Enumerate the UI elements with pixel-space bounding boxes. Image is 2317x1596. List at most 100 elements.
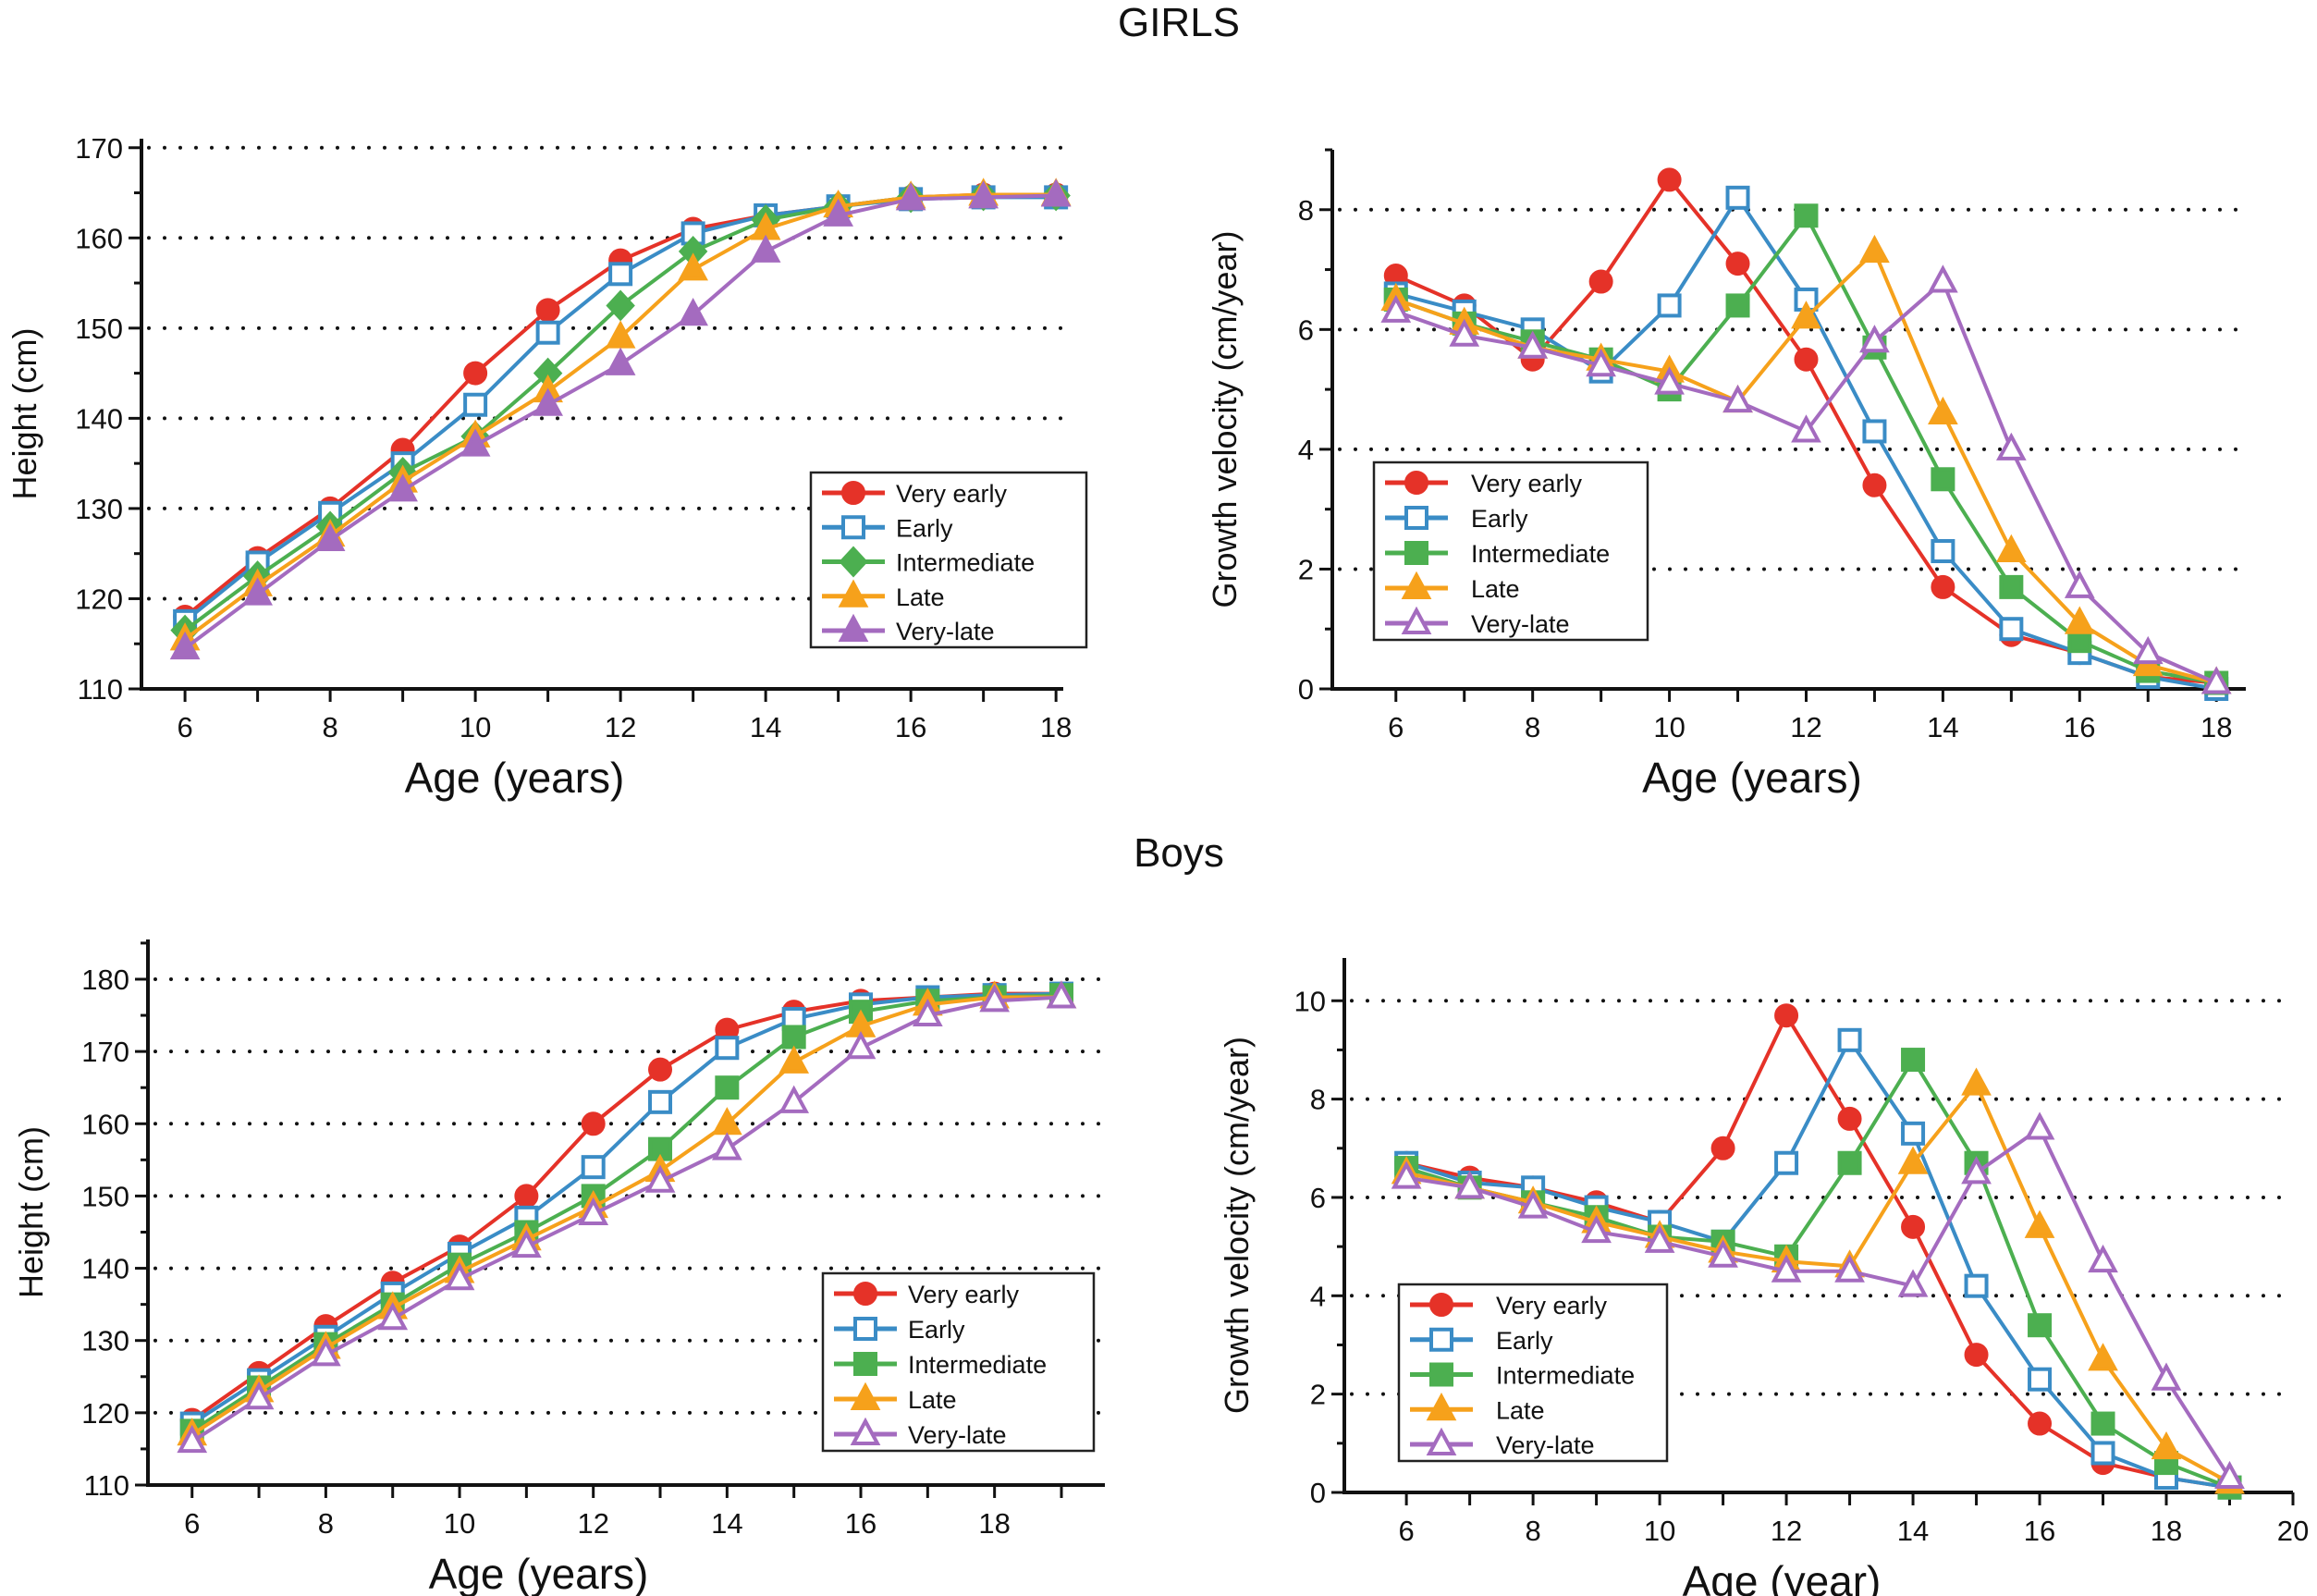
legend-marker xyxy=(839,546,868,578)
data-point xyxy=(1654,366,1685,395)
y-tick-label: 170 xyxy=(81,1036,129,1068)
data-point xyxy=(1931,539,1955,564)
data-point xyxy=(1859,234,1890,264)
data-point xyxy=(1449,318,1480,347)
data-point xyxy=(2024,1111,2055,1140)
y-tick-label: 140 xyxy=(81,1253,129,1285)
x-tick-label: 8 xyxy=(318,1507,334,1540)
legend-marker xyxy=(838,613,869,642)
data-point xyxy=(2090,1411,2115,1436)
data-point xyxy=(377,1302,409,1331)
legend-label: Late xyxy=(1471,575,1520,603)
data-point xyxy=(644,1164,676,1193)
data-point xyxy=(968,180,999,209)
data-point xyxy=(1725,293,1750,318)
data-point xyxy=(750,234,781,263)
legend-label: Early xyxy=(1471,505,1528,533)
data-point xyxy=(1999,574,2024,599)
legend: Very early Early Intermediate Late Very-late xyxy=(821,1271,1096,1453)
data-point xyxy=(845,1031,877,1060)
data-point xyxy=(2090,1441,2115,1466)
data-point xyxy=(460,428,491,457)
data-point xyxy=(648,1089,673,1114)
legend-marker xyxy=(1401,571,1432,599)
girls-section-title: GIRLS xyxy=(1117,0,1241,45)
x-tick-label: 16 xyxy=(2064,711,2095,743)
x-tick-label: 10 xyxy=(460,711,491,743)
legend: Very early Early Intermediate Late Very-late xyxy=(1397,1283,1669,1463)
data-point xyxy=(535,298,560,323)
boys-section-title: Boys xyxy=(1134,830,1224,876)
x-tick-label: 20 xyxy=(2277,1515,2309,1547)
y-tick-label: 0 xyxy=(1298,673,1314,706)
legend-label: Very-late xyxy=(1471,610,1570,638)
legend-marker xyxy=(1401,606,1432,634)
data-point xyxy=(1725,185,1750,210)
x-tick-label: 10 xyxy=(444,1507,475,1540)
x-tick-label: 14 xyxy=(711,1507,742,1540)
legend: Very early Early Intermediate Late Very-late xyxy=(1372,460,1649,642)
chart-1: 110 120 130 140 150 160 170 6 8 10 12 14 16 18 Age (ye… xyxy=(6,132,1088,802)
y-tick-label: 110 xyxy=(78,673,123,706)
data-point xyxy=(1837,1150,1862,1175)
y-tick-label: 0 xyxy=(1310,1477,1326,1509)
x-tick-label: 10 xyxy=(1644,1515,1675,1547)
data-point xyxy=(1794,203,1819,228)
legend-marker xyxy=(838,579,869,608)
legend-marker xyxy=(1404,471,1428,495)
x-tick-label: 16 xyxy=(2024,1515,2055,1547)
x-axis-label: Age (years) xyxy=(429,1550,649,1596)
data-point xyxy=(1931,574,1955,599)
y-tick-label: 2 xyxy=(1310,1379,1326,1411)
x-tick-label: 8 xyxy=(322,711,337,743)
legend-marker xyxy=(853,1282,877,1306)
y-tick-label: 110 xyxy=(84,1469,129,1502)
y-tick-label: 6 xyxy=(1310,1182,1326,1214)
data-point xyxy=(823,198,853,227)
data-point xyxy=(1046,980,1077,1009)
data-point xyxy=(1995,534,2027,563)
legend-label: Late xyxy=(896,583,945,611)
data-point xyxy=(1901,1214,1926,1239)
data-point xyxy=(605,320,636,349)
series-very-late xyxy=(1391,1111,2245,1490)
legend-marker xyxy=(1426,1393,1457,1421)
data-point xyxy=(1862,473,1887,497)
data-point xyxy=(912,998,943,1027)
y-tick-label: 150 xyxy=(81,1180,129,1212)
data-point xyxy=(606,289,635,322)
x-tick-label: 6 xyxy=(1398,1515,1414,1547)
y-tick-label: 130 xyxy=(75,493,123,525)
y-tick-label: 10 xyxy=(1294,985,1326,1017)
data-point xyxy=(1928,396,1958,425)
data-point xyxy=(678,298,708,326)
data-point xyxy=(895,182,926,211)
data-point xyxy=(608,262,633,287)
data-point xyxy=(648,1057,673,1082)
data-point xyxy=(778,1045,810,1074)
legend-label: Very early xyxy=(896,480,1008,508)
y-axis-label: Growth velocity (cm/year) xyxy=(1206,230,1244,608)
data-point xyxy=(514,1184,539,1209)
legend-marker xyxy=(853,1317,877,1341)
legend-label: Early xyxy=(1496,1327,1553,1355)
data-point xyxy=(1586,349,1616,377)
series-very-late xyxy=(177,980,1077,1454)
data-point xyxy=(581,1155,606,1180)
data-point xyxy=(2214,1460,2245,1490)
data-point xyxy=(463,361,488,386)
x-tick-label: 14 xyxy=(1927,711,1958,743)
data-point xyxy=(1995,432,2027,460)
x-tick-label: 18 xyxy=(2201,711,2232,743)
data-point xyxy=(1722,384,1753,413)
x-tick-label: 12 xyxy=(1771,1515,1802,1547)
legend-marker xyxy=(1429,1293,1453,1317)
chart-3: 110 120 130 140 150 160 170 180 6 8 10 12 14 16 18 Age … xyxy=(12,939,1107,1596)
data-point xyxy=(781,1025,806,1050)
chart-4: 0 2 4 6 8 10 6 8 10 12 14 16 18 20 Age (year) Growth ve… xyxy=(1218,958,2309,1596)
data-point xyxy=(1901,1048,1926,1073)
x-tick-label: 6 xyxy=(1388,711,1404,743)
y-tick-label: 8 xyxy=(1310,1084,1326,1116)
data-point xyxy=(2088,1343,2118,1371)
x-tick-label: 14 xyxy=(750,711,781,743)
